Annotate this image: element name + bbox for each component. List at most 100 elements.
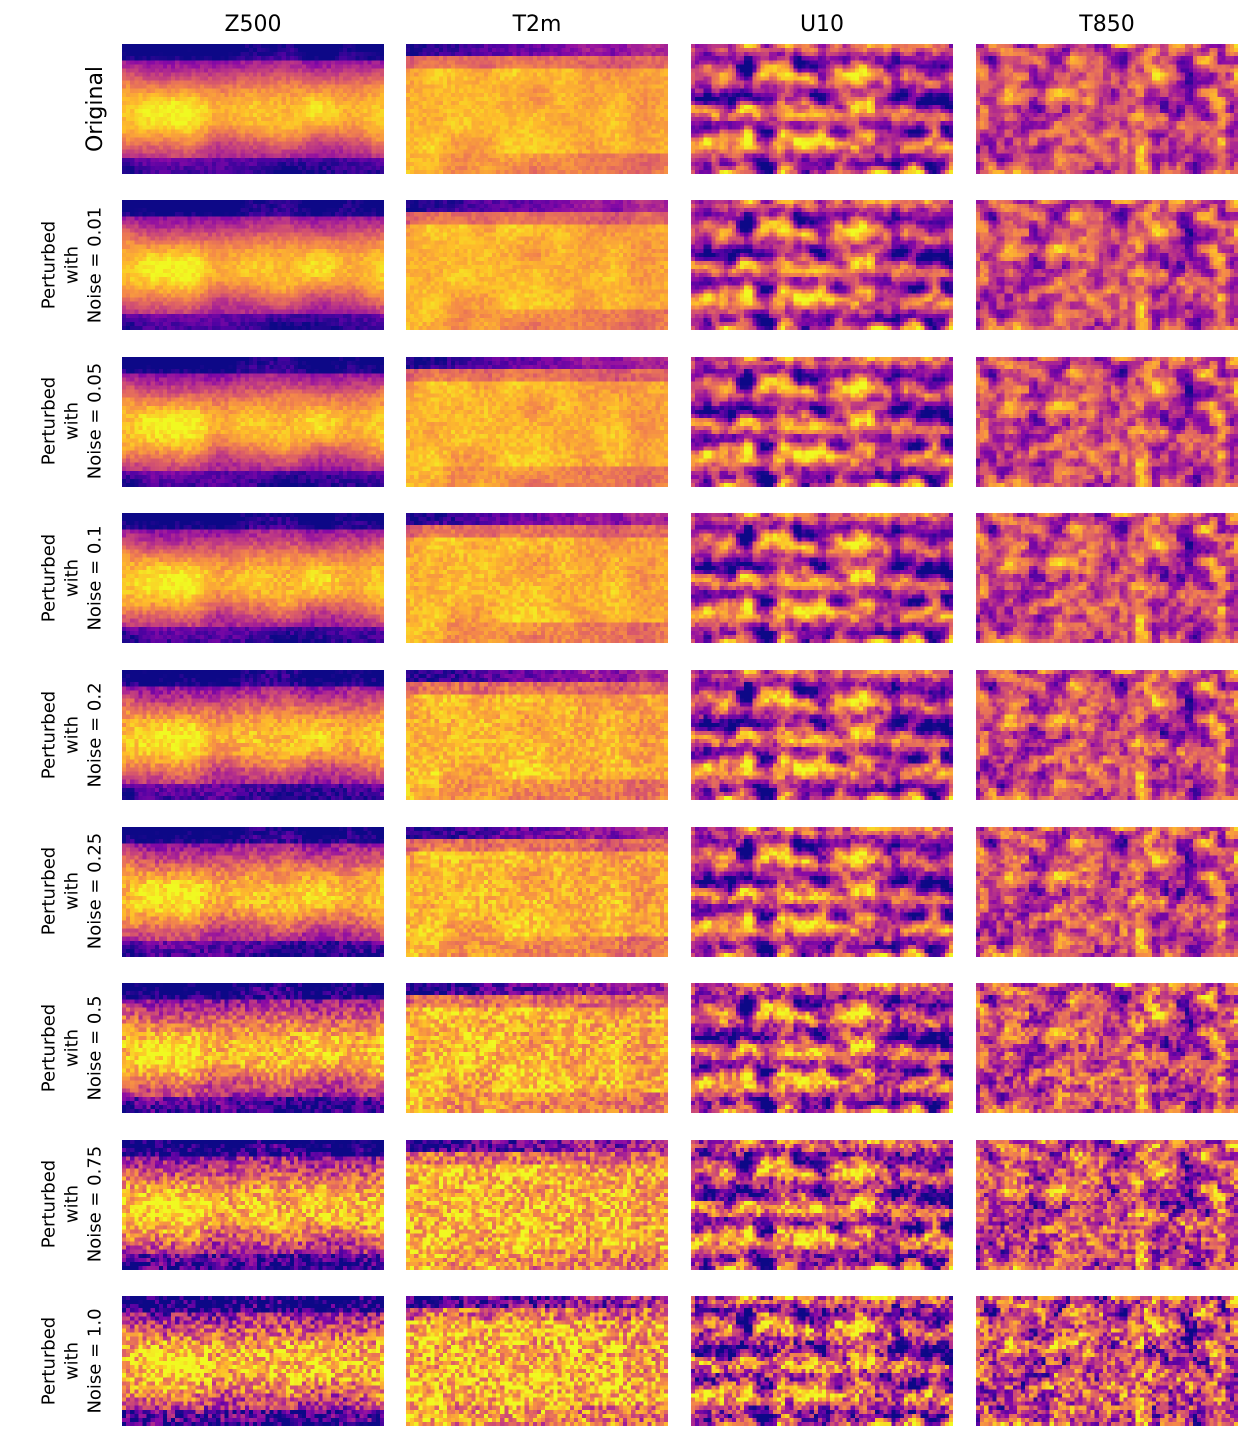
row-label-line: Noise = 0.25 [84, 832, 106, 950]
heatmap-panel-t850-row-1 [976, 44, 1238, 174]
row-label-line: Perturbed [38, 1003, 60, 1093]
heatmap-image [406, 827, 668, 957]
heatmap-panel-t850-row-2 [976, 200, 1238, 330]
heatmap-image [122, 670, 384, 800]
row-label-line: with [61, 401, 83, 441]
heatmap-panel-t2m-row-1 [406, 44, 668, 174]
heatmap-image [122, 1296, 384, 1426]
heatmap-image [691, 200, 953, 330]
heatmap-panel-z500-row-2 [122, 200, 384, 330]
heatmap-image [406, 1296, 668, 1426]
heatmap-image [976, 1140, 1238, 1270]
row-label-line: Perturbed [38, 376, 60, 466]
heatmap-panel-t2m-row-7 [406, 983, 668, 1113]
column-title-t850: T850 [1079, 12, 1135, 37]
heatmap-image [122, 357, 384, 487]
heatmap-panel-t2m-row-3 [406, 357, 668, 487]
heatmap-panel-u10-row-1 [691, 44, 953, 174]
row-label-line: Perturbed [38, 533, 60, 623]
heatmap-panel-z500-row-6 [122, 827, 384, 957]
row-label-line: Noise = 0.01 [84, 206, 106, 324]
heatmap-panel-u10-row-3 [691, 357, 953, 487]
heatmap-panel-t2m-row-9 [406, 1296, 668, 1426]
heatmap-image [976, 357, 1238, 487]
heatmap-image [691, 357, 953, 487]
heatmap-panel-t850-row-8 [976, 1140, 1238, 1270]
heatmap-panel-t2m-row-4 [406, 513, 668, 643]
row-label-line: with [61, 871, 83, 911]
row-label-line: with [61, 558, 83, 598]
heatmap-panel-t850-row-5 [976, 670, 1238, 800]
heatmap-panel-t850-row-4 [976, 513, 1238, 643]
heatmap-image [691, 1296, 953, 1426]
heatmap-panel-u10-row-6 [691, 827, 953, 957]
heatmap-panel-t850-row-6 [976, 827, 1238, 957]
heatmap-image [122, 200, 384, 330]
heatmap-panel-t850-row-9 [976, 1296, 1238, 1426]
heatmap-panel-u10-row-9 [691, 1296, 953, 1426]
heatmap-image [122, 827, 384, 957]
heatmap-panel-u10-row-8 [691, 1140, 953, 1270]
heatmap-image [406, 44, 668, 174]
heatmap-image [691, 827, 953, 957]
heatmap-panel-z500-row-7 [122, 983, 384, 1113]
row-label-line: with [61, 1341, 83, 1381]
heatmap-image [122, 44, 384, 174]
heatmap-panel-t2m-row-5 [406, 670, 668, 800]
heatmap-panel-u10-row-7 [691, 983, 953, 1113]
heatmap-panel-t2m-row-2 [406, 200, 668, 330]
heatmap-image [691, 44, 953, 174]
heatmap-image [691, 1140, 953, 1270]
heatmap-panel-z500-row-5 [122, 670, 384, 800]
row-label-line: Perturbed [38, 220, 60, 310]
heatmap-image [976, 513, 1238, 643]
row-label-line: Noise = 0.05 [84, 362, 106, 480]
row-label-line: Perturbed [38, 846, 60, 936]
heatmap-image [406, 513, 668, 643]
row-label-line: Noise = 0.75 [84, 1145, 106, 1263]
heatmap-panel-u10-row-4 [691, 513, 953, 643]
column-title-t2m: T2m [512, 12, 562, 37]
heatmap-image [406, 983, 668, 1113]
heatmap-image [406, 200, 668, 330]
heatmap-panel-t2m-row-8 [406, 1140, 668, 1270]
row-label-line: Perturbed [38, 690, 60, 780]
heatmap-panel-u10-row-5 [691, 670, 953, 800]
heatmap-panel-z500-row-9 [122, 1296, 384, 1426]
heatmap-image [976, 670, 1238, 800]
row-label-line: Perturbed [38, 1316, 60, 1406]
column-title-u10: U10 [799, 12, 845, 37]
heatmap-image [406, 670, 668, 800]
heatmap-panel-z500-row-8 [122, 1140, 384, 1270]
column-title-z500: Z500 [224, 12, 282, 37]
row-label-line: Noise = 0.5 [84, 995, 106, 1101]
row-label-line: Original [83, 65, 108, 153]
heatmap-panel-t2m-row-6 [406, 827, 668, 957]
heatmap-image [122, 513, 384, 643]
heatmap-image [976, 983, 1238, 1113]
heatmap-panel-t850-row-3 [976, 357, 1238, 487]
heatmap-panel-u10-row-2 [691, 200, 953, 330]
heatmap-image [976, 44, 1238, 174]
heatmap-image [976, 827, 1238, 957]
heatmap-panel-t850-row-7 [976, 983, 1238, 1113]
heatmap-panel-z500-row-3 [122, 357, 384, 487]
heatmap-image [406, 1140, 668, 1270]
row-label-line: Noise = 0.1 [84, 525, 106, 631]
heatmap-image [691, 983, 953, 1113]
row-label-line: Noise = 1.0 [84, 1308, 106, 1414]
heatmap-image [976, 1296, 1238, 1426]
row-label-line: with [61, 245, 83, 285]
heatmap-panel-z500-row-1 [122, 44, 384, 174]
heatmap-image [691, 670, 953, 800]
row-label-line: with [61, 1184, 83, 1224]
heatmap-image [691, 513, 953, 643]
heatmap-image [976, 200, 1238, 330]
row-label-line: with [61, 1028, 83, 1068]
row-label-line: Perturbed [38, 1159, 60, 1249]
heatmap-image [122, 1140, 384, 1270]
heatmap-panel-z500-row-4 [122, 513, 384, 643]
heatmap-image [122, 983, 384, 1113]
heatmap-image [406, 357, 668, 487]
